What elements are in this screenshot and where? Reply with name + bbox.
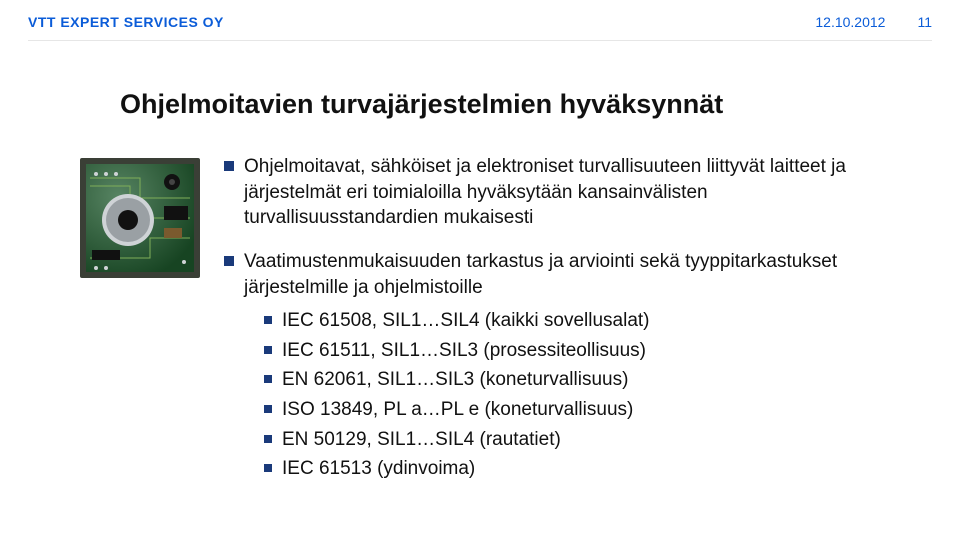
bullet-square-icon (264, 435, 272, 443)
bullet-list: Ohjelmoitavat, sähköiset ja elektroniset… (224, 154, 900, 486)
bullet-text: IEC 61513 (ydinvoima) (282, 456, 475, 482)
bullet-square-icon (264, 375, 272, 383)
circuit-board-icon (80, 158, 200, 278)
bullet-level1: Ohjelmoitavat, sähköiset ja elektroniset… (224, 154, 900, 231)
bullet-level2: EN 50129, SIL1…SIL4 (rautatiet) (264, 427, 900, 453)
bullet-level2: IEC 61508, SIL1…SIL4 (kaikki sovellusala… (264, 308, 900, 334)
slide-title: Ohjelmoitavien turvajärjestelmien hyväks… (120, 89, 960, 120)
bullet-text: Ohjelmoitavat, sähköiset ja elektroniset… (244, 154, 900, 231)
bullet-square-icon (264, 464, 272, 472)
bullet-level2: IEC 61513 (ydinvoima) (264, 456, 900, 482)
bullet-sublist: IEC 61508, SIL1…SIL4 (kaikki sovellusala… (264, 308, 900, 482)
bullet-square-icon (264, 316, 272, 324)
brand-text: VTT EXPERT SERVICES OY (28, 14, 224, 30)
slide-content: Ohjelmoitavat, sähköiset ja elektroniset… (0, 154, 960, 486)
bullet-text: Vaatimustenmukaisuuden tarkastus ja arvi… (244, 249, 900, 300)
header-divider (28, 40, 932, 41)
bullet-square-icon (264, 346, 272, 354)
circuit-board-image (80, 158, 200, 278)
bullet-level2: ISO 13849, PL a…PL e (koneturvallisuus) (264, 397, 900, 423)
bullet-text: IEC 61508, SIL1…SIL4 (kaikki sovellusala… (282, 308, 650, 334)
bullet-level2: EN 62061, SIL1…SIL3 (koneturvallisuus) (264, 367, 900, 393)
slide-header: VTT EXPERT SERVICES OY 12.10.2012 11 (0, 0, 960, 36)
bullet-text: ISO 13849, PL a…PL e (koneturvallisuus) (282, 397, 633, 423)
bullet-level2: IEC 61511, SIL1…SIL3 (prosessiteollisuus… (264, 338, 900, 364)
bullet-text: EN 62061, SIL1…SIL3 (koneturvallisuus) (282, 367, 628, 393)
slide-page-number: 11 (917, 14, 932, 30)
slide-date: 12.10.2012 (815, 14, 885, 30)
bullet-square-icon (224, 256, 234, 266)
bullet-square-icon (224, 161, 234, 171)
bullet-level1: Vaatimustenmukaisuuden tarkastus ja arvi… (224, 249, 900, 300)
slide-meta: 12.10.2012 11 (815, 14, 932, 30)
bullet-text: IEC 61511, SIL1…SIL3 (prosessiteollisuus… (282, 338, 646, 364)
bullet-text: EN 50129, SIL1…SIL4 (rautatiet) (282, 427, 561, 453)
bullet-square-icon (264, 405, 272, 413)
